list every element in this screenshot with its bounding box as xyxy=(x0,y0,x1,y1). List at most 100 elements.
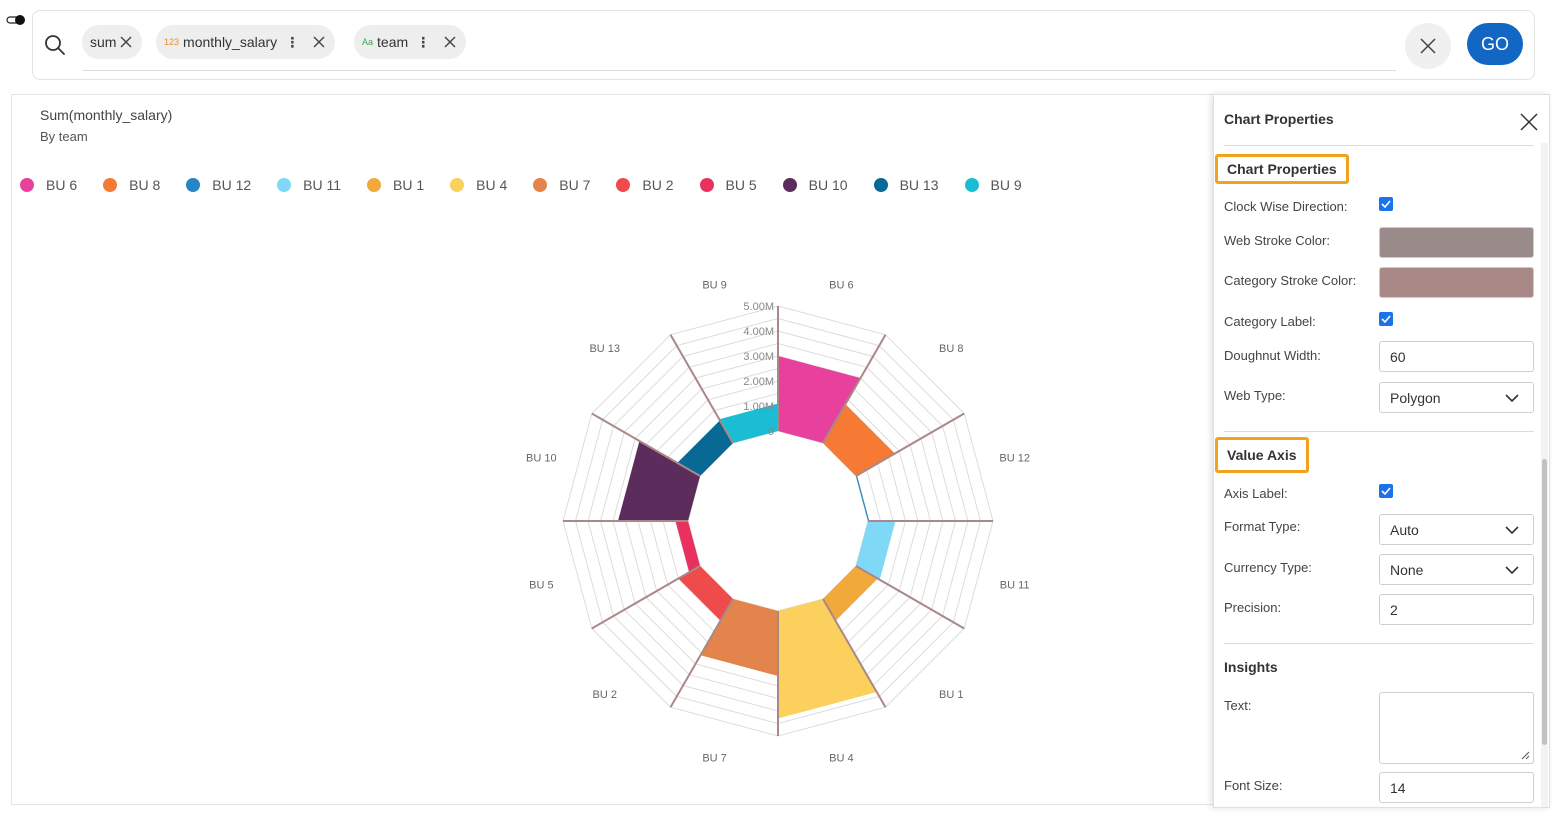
category-label: BU 10 xyxy=(526,453,557,465)
web-type-value: Polygon xyxy=(1390,389,1441,406)
numeric-type-icon: 123 xyxy=(164,37,180,47)
legend-swatch xyxy=(103,178,118,192)
clear-search-button[interactable] xyxy=(1405,23,1451,69)
query-chip-monthly-salary[interactable]: 123 monthly_salary ⋮ xyxy=(156,25,336,59)
chart-title: Sum(monthly_salary) xyxy=(40,107,173,123)
segment-bu-12[interactable] xyxy=(855,475,870,521)
currency-type-value: None xyxy=(1390,561,1424,578)
clockwise-checkbox[interactable] xyxy=(1379,197,1393,211)
legend-label: BU 11 xyxy=(303,177,342,193)
value-axis-tick: 4.00M xyxy=(743,326,774,338)
toggle-switch-icon[interactable] xyxy=(6,14,26,26)
segment-bu-13[interactable] xyxy=(677,420,733,476)
legend-swatch xyxy=(450,178,465,192)
close-panel-icon[interactable] xyxy=(1518,111,1540,133)
web-stroke-color-picker[interactable] xyxy=(1379,227,1534,258)
legend-label: BU 6 xyxy=(46,177,78,193)
search-underline xyxy=(83,70,1396,71)
category-label: BU 2 xyxy=(593,689,617,701)
close-icon xyxy=(1420,38,1436,54)
section-insights[interactable]: Insights xyxy=(1224,659,1278,675)
legend-item[interactable]: BU 6 xyxy=(20,177,77,193)
category-label-checkbox[interactable] xyxy=(1379,312,1393,326)
precision-input[interactable]: 2 xyxy=(1379,594,1534,625)
legend-item[interactable]: BU 12 xyxy=(186,177,251,193)
divider xyxy=(1224,643,1534,644)
segment-bu-4[interactable] xyxy=(778,598,877,719)
category-label: BU 7 xyxy=(702,753,726,765)
doughnut-width-input[interactable]: 60 xyxy=(1379,341,1534,372)
category-stroke-color-picker[interactable] xyxy=(1379,267,1534,298)
remove-chip-icon[interactable] xyxy=(444,36,456,48)
legend-item[interactable]: BU 9 xyxy=(964,177,1022,193)
chevron-down-icon xyxy=(1505,394,1519,403)
query-chip-team[interactable]: Aa team ⋮ xyxy=(354,25,467,59)
format-type-value: Auto xyxy=(1390,521,1419,538)
panel-scrollbar-thumb[interactable] xyxy=(1542,459,1547,745)
chip-label: team xyxy=(377,34,409,50)
legend-item[interactable]: BU 7 xyxy=(533,177,590,193)
legend-label: BU 8 xyxy=(129,177,161,193)
insights-text-area[interactable] xyxy=(1379,692,1534,764)
segment-bu-1[interactable] xyxy=(823,566,878,621)
legend-item[interactable]: BU 13 xyxy=(873,177,939,193)
chevron-down-icon xyxy=(1505,566,1519,575)
legend-swatch xyxy=(699,178,714,192)
value-axis-tick: 0 xyxy=(768,426,774,438)
insights-text-label: Text: xyxy=(1224,698,1252,713)
legend-item[interactable]: BU 5 xyxy=(699,177,757,193)
query-chip-sum[interactable]: sum xyxy=(82,25,143,59)
category-spoke xyxy=(591,565,701,630)
segment-bu-7[interactable] xyxy=(700,598,779,676)
format-type-label: Format Type: xyxy=(1224,519,1301,534)
category-spoke xyxy=(669,334,734,444)
web-type-select[interactable]: Polygon xyxy=(1379,382,1534,413)
legend-item[interactable]: BU 2 xyxy=(616,177,674,193)
segment-bu-2[interactable] xyxy=(678,566,733,621)
segment-bu-11[interactable] xyxy=(855,521,896,580)
go-button[interactable]: GO xyxy=(1467,23,1523,65)
category-label: BU 1 xyxy=(939,689,963,701)
remove-chip-icon[interactable] xyxy=(313,36,325,48)
legend-label: BU 1 xyxy=(393,177,425,193)
segment-bu-10[interactable] xyxy=(618,441,701,521)
legend-swatch xyxy=(367,178,382,192)
remove-chip-icon[interactable] xyxy=(120,36,132,48)
font-size-label: Font Size: xyxy=(1224,778,1283,793)
axis-label-checkbox[interactable] xyxy=(1379,484,1393,498)
segment-bu-5[interactable] xyxy=(675,521,701,573)
format-type-select[interactable]: Auto xyxy=(1379,514,1534,545)
section-value-axis[interactable]: Value Axis xyxy=(1215,437,1309,473)
legend-item[interactable]: BU 4 xyxy=(450,177,507,193)
chart-subtitle: By team xyxy=(40,129,88,144)
currency-type-select[interactable]: None xyxy=(1379,554,1534,585)
legend-item[interactable]: BU 11 xyxy=(277,177,341,193)
category-label: BU 4 xyxy=(829,753,853,765)
segment-bu-6[interactable] xyxy=(778,356,861,444)
resize-grip-icon[interactable] xyxy=(1521,751,1530,760)
font-size-input[interactable]: 14 xyxy=(1379,772,1534,803)
kebab-menu-icon[interactable]: ⋮ xyxy=(416,33,431,50)
value-axis-tick: 5.00M xyxy=(743,301,774,313)
category-spoke xyxy=(822,334,887,444)
segment-bu-9[interactable] xyxy=(719,403,778,444)
legend-item[interactable]: BU 8 xyxy=(103,177,160,193)
divider xyxy=(1224,431,1534,432)
value-axis-tick: 2.00M xyxy=(743,376,774,388)
legend-swatch xyxy=(20,178,34,192)
kebab-menu-icon[interactable]: ⋮ xyxy=(285,33,300,50)
legend-swatch xyxy=(277,178,292,192)
clockwise-label: Clock Wise Direction: xyxy=(1224,199,1348,214)
panel-title: Chart Properties xyxy=(1224,111,1334,127)
legend-item[interactable]: BU 1 xyxy=(367,177,424,193)
segment-bu-8[interactable] xyxy=(823,404,895,476)
category-label: BU 8 xyxy=(939,343,963,355)
category-label: BU 6 xyxy=(829,279,853,291)
legend-label: BU 4 xyxy=(476,177,508,193)
legend-item[interactable]: BU 10 xyxy=(782,177,848,193)
currency-type-label: Currency Type: xyxy=(1224,560,1312,575)
section-chart-properties[interactable]: Chart Properties xyxy=(1215,154,1349,184)
legend-swatch xyxy=(533,178,548,192)
chip-label: monthly_salary xyxy=(183,34,278,50)
category-label-label: Category Label: xyxy=(1224,314,1316,329)
